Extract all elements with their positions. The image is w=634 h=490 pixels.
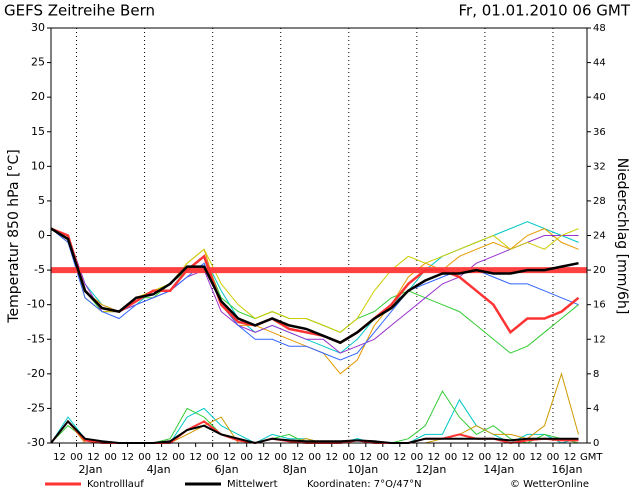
date-label: 8Jan xyxy=(283,463,307,476)
x-tick-label: 12 xyxy=(359,452,372,463)
x-tick-label: 12 xyxy=(223,452,236,463)
series-line xyxy=(50,227,579,345)
y2-tick-label: 24 xyxy=(593,231,606,242)
x-tick-label: 00 xyxy=(138,452,151,463)
plot-frame xyxy=(50,27,588,444)
y-tick-label: -25 xyxy=(27,401,45,414)
y2-tick-label: 32 xyxy=(593,161,606,172)
date-label: 10Jan xyxy=(347,463,378,476)
x-tick-label: 12 xyxy=(462,452,475,463)
x-tick-label: 12 xyxy=(87,452,100,463)
x-tick-label: 00 xyxy=(513,452,526,463)
y2-tick-label: 8 xyxy=(593,369,599,380)
y2-tick-label: 28 xyxy=(593,196,606,207)
y-tick-label: 15 xyxy=(31,125,45,138)
x-tick-label: 00 xyxy=(206,452,219,463)
x-tick-label: 00 xyxy=(410,452,423,463)
y-tick-label: 0 xyxy=(38,229,45,242)
y2-tick-label: 44 xyxy=(593,58,606,69)
y2-tick-label: 16 xyxy=(593,300,606,311)
legend-label: Mittelwert xyxy=(227,479,278,490)
x-tick-label: 00 xyxy=(104,452,117,463)
y2-tick-label: 48 xyxy=(593,23,606,34)
y2-axis-label: Niederschlag [mm/6h] xyxy=(614,158,630,315)
x-tick-label: 12 xyxy=(257,452,270,463)
x-tick-label: 12 xyxy=(564,452,577,463)
series-line xyxy=(50,228,579,361)
x-tick-label: 12 xyxy=(155,452,168,463)
y2-tick-label: 4 xyxy=(593,403,599,414)
x-tick-label: 00 xyxy=(479,452,492,463)
x-tick-label: 12 xyxy=(496,452,509,463)
x-tick-label: 00 xyxy=(445,452,458,463)
chart-title: GEFS Zeitreihe Bern xyxy=(4,2,155,20)
date-label: 4Jan xyxy=(147,463,171,476)
date-label: 12Jan xyxy=(415,463,446,476)
y-tick-label: -5 xyxy=(34,263,45,276)
date-label: 2Jan xyxy=(79,463,103,476)
x-tick-label: 00 xyxy=(70,452,83,463)
y2-tick-label: 12 xyxy=(593,334,606,345)
y-tick-label: 30 xyxy=(31,21,45,34)
x-tick-label: 00 xyxy=(547,452,560,463)
x-tick-label: 00 xyxy=(342,452,355,463)
x-tick-label: 00 xyxy=(240,452,253,463)
y-tick-label: -20 xyxy=(27,367,45,380)
x-tick-label: 12 xyxy=(427,452,440,463)
y-tick-label: -10 xyxy=(27,298,45,311)
x-tick-label: 00 xyxy=(274,452,287,463)
x-tick-label: 12 xyxy=(291,452,304,463)
date-label: 14Jan xyxy=(483,463,514,476)
x-tick-label: 00 xyxy=(308,452,321,463)
x-tick-label: 00 xyxy=(376,452,389,463)
y-tick-label: -15 xyxy=(27,332,45,345)
date-label: 6Jan xyxy=(215,463,239,476)
series-line xyxy=(50,227,580,345)
y2-tick-label: 40 xyxy=(593,92,606,103)
date-label: 16Jan xyxy=(551,463,582,476)
y-axis-label: Temperatur 850 hPa [°C] xyxy=(6,149,22,323)
x-tick-label: 12 xyxy=(325,452,338,463)
y-tick-label: 10 xyxy=(31,159,45,172)
x-tick-label: 00 xyxy=(172,452,185,463)
x-tick-label: 12 xyxy=(121,452,134,463)
y-tick-label: 20 xyxy=(31,90,45,103)
y2-tick-label: 0 xyxy=(593,438,599,449)
y-tick-label: 25 xyxy=(31,56,45,69)
copyright: © WetterOnline xyxy=(510,479,589,490)
coordinates: Koordinaten: 7°O/47°N xyxy=(307,479,422,490)
chart-subtitle: Fr, 01.01.2010 06 GMT xyxy=(459,2,631,20)
y-tick-label: -30 xyxy=(27,436,45,449)
legend-label: Kontrolllauf xyxy=(87,479,144,490)
y2-tick-label: 36 xyxy=(593,127,606,138)
y-tick-label: 5 xyxy=(38,194,45,207)
x-unit: GMT xyxy=(580,452,603,463)
x-tick-label: 12 xyxy=(189,452,202,463)
x-tick-label: 12 xyxy=(53,452,66,463)
x-tick-label: 12 xyxy=(393,452,406,463)
x-tick-label: 12 xyxy=(530,452,543,463)
y2-tick-label: 20 xyxy=(593,265,606,276)
